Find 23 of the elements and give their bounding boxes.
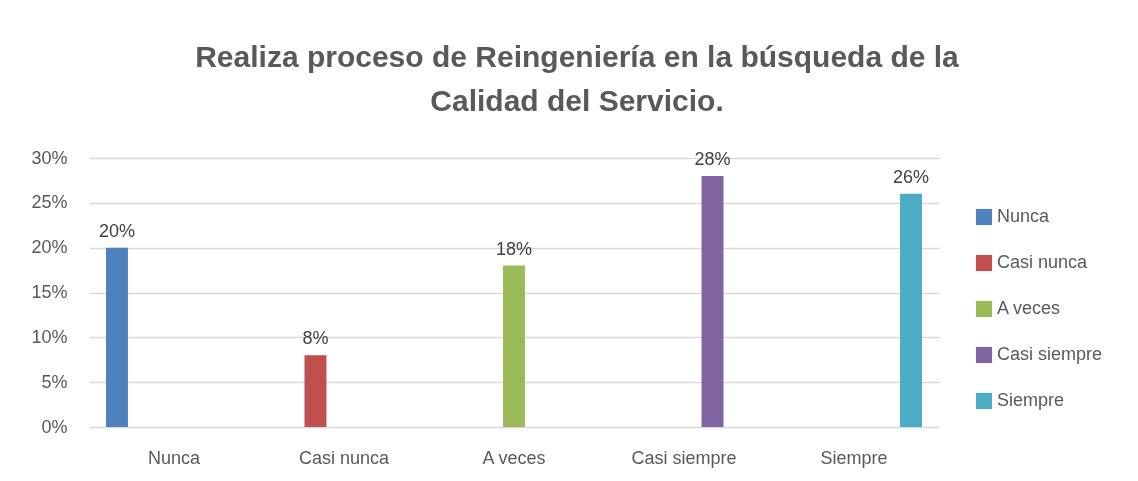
y-tick-label: 5% (41, 371, 68, 392)
x-tick-label: Nunca (147, 447, 201, 468)
legend-label: Casi siempre (997, 344, 1103, 364)
legend-label: Casi nunca (997, 252, 1089, 272)
y-tick-label: 15% (31, 282, 68, 302)
x-tick-label: Siempre (820, 447, 888, 468)
legend-label: Siempre (997, 390, 1065, 410)
data-label: 28% (694, 148, 731, 169)
y-tick-label: 25% (31, 192, 68, 213)
x-tick-label: Casi siempre (631, 447, 737, 468)
y-tick-label: 10% (31, 326, 68, 347)
x-tick-label: Casi nunca (298, 447, 391, 468)
y-tick-label: 20% (31, 237, 68, 258)
data-label: 20% (98, 220, 135, 241)
chart-title: Realiza proceso de Reingeniería en la búsqueda de la Calidad del Servicio. (195, 40, 960, 117)
data-label: 18% (495, 238, 533, 259)
data-label: 8% (302, 328, 329, 349)
x-tick-label: A veces (482, 447, 546, 468)
legend-label: Nunca (997, 206, 1051, 226)
y-tick-label: 30% (31, 147, 68, 168)
y-tick-label: 0% (41, 416, 68, 437)
legend-label: A veces (997, 298, 1061, 318)
data-label: 26% (893, 166, 930, 187)
